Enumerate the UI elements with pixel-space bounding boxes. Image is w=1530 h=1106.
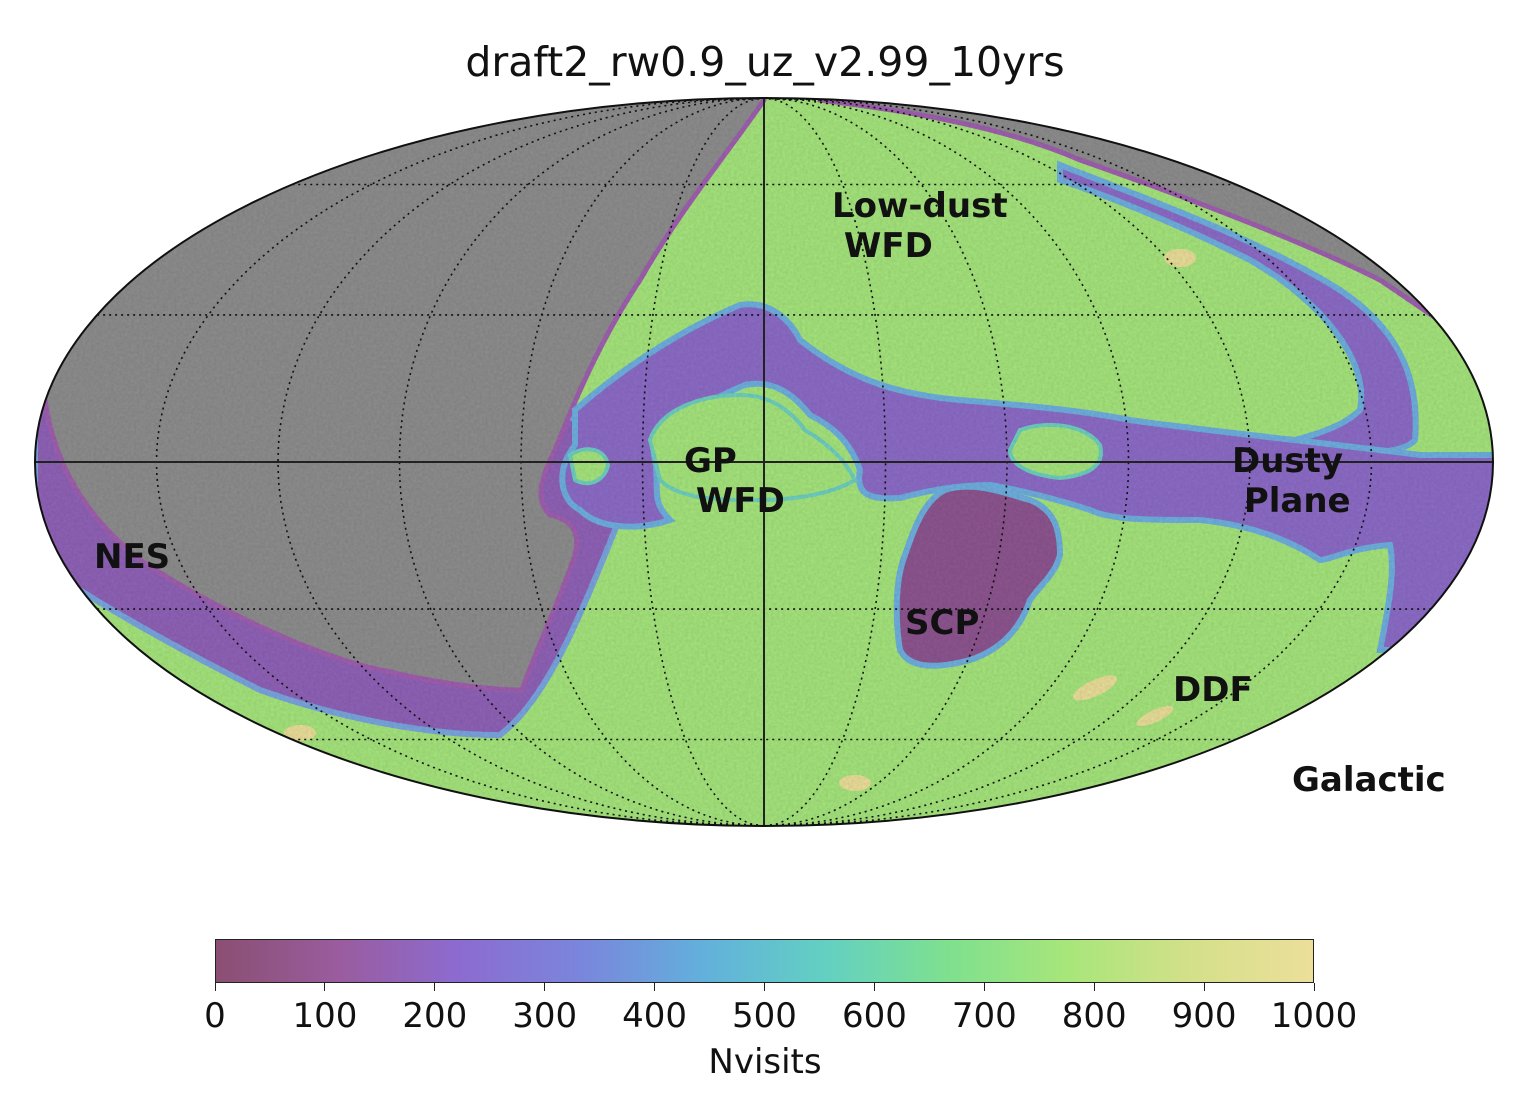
colorbar-tick <box>1313 983 1315 991</box>
colorbar-tick-label: 600 <box>841 996 907 1036</box>
label-nes: NES <box>94 537 171 577</box>
colorbar-tick-label: 900 <box>1171 996 1237 1036</box>
colorbar-tick <box>764 983 765 991</box>
colorbar-tick-label: 800 <box>1061 996 1127 1036</box>
colorbar-tick <box>324 983 326 991</box>
label-dusty-plane: Dusty Plane <box>1232 441 1351 521</box>
colorbar-tick <box>544 983 546 991</box>
map-outline <box>34 97 1494 827</box>
label-low-dust-wfd: Low-dust WFD <box>832 186 1008 266</box>
colorbar-label: Nvisits <box>708 1042 822 1082</box>
colorbar-tick <box>873 983 875 991</box>
colorbar-tick-label: 200 <box>402 996 468 1036</box>
colorbar-tick <box>654 983 656 991</box>
plot-title: draft2_rw0.9_uz_v2.99_10yrs <box>465 38 1065 86</box>
colorbar-tick <box>983 983 985 991</box>
colorbar-tick-label: 700 <box>951 996 1017 1036</box>
colorbar-tick <box>214 983 216 991</box>
colorbar-tick-label: 0 <box>204 996 226 1036</box>
colorbar-tick-label: 500 <box>732 996 797 1036</box>
colorbar-tick-label: 100 <box>292 996 358 1036</box>
colorbar <box>215 939 1314 983</box>
label-ddf: DDF <box>1173 670 1253 710</box>
colorbar-tick <box>1093 983 1095 991</box>
colorbar-tick-label: 400 <box>622 996 688 1036</box>
coordinate-system-label: Galactic <box>1292 760 1446 800</box>
colorbar-tick-label: 300 <box>512 996 578 1036</box>
label-scp: SCP <box>905 603 980 643</box>
colorbar-ticks <box>214 983 1315 993</box>
colorbar-tick-label: 1000 <box>1270 996 1358 1036</box>
colorbar-tick <box>434 983 436 991</box>
colorbar-tick <box>1203 983 1205 991</box>
label-gp-wfd: GP WFD <box>684 441 785 521</box>
